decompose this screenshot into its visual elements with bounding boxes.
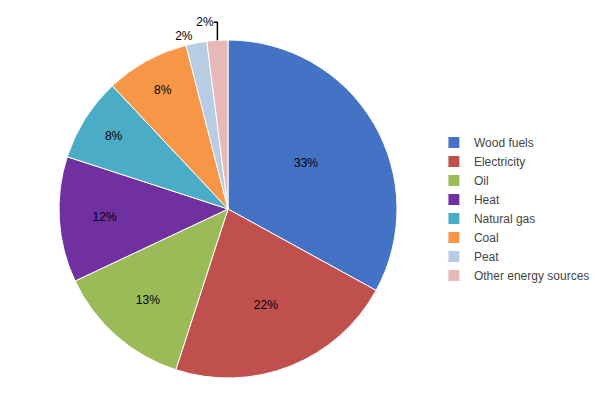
svg-text:12%: 12% — [93, 210, 117, 224]
svg-text:Other energy sources: Other energy sources — [474, 269, 589, 283]
svg-text:8%: 8% — [105, 129, 123, 143]
svg-text:Coal: Coal — [474, 231, 499, 245]
svg-text:33%: 33% — [294, 156, 318, 170]
svg-text:Heat: Heat — [474, 193, 500, 207]
svg-text:22%: 22% — [254, 298, 278, 312]
svg-text:Oil: Oil — [474, 174, 489, 188]
svg-text:Natural gas: Natural gas — [474, 212, 535, 226]
svg-text:Peat: Peat — [474, 250, 499, 264]
svg-text:2%: 2% — [175, 29, 193, 43]
svg-text:2%: 2% — [196, 15, 214, 29]
svg-text:Electricity: Electricity — [474, 155, 525, 169]
svg-text:Wood fuels: Wood fuels — [474, 136, 534, 150]
svg-text:13%: 13% — [136, 293, 160, 307]
svg-text:8%: 8% — [154, 83, 172, 97]
